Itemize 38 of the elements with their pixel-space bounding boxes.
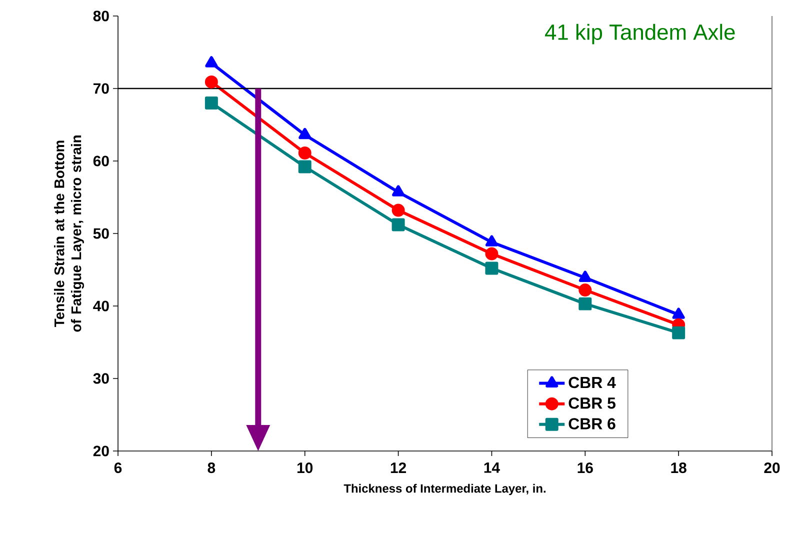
point — [392, 204, 405, 217]
x-axis-title: Thickness of Intermediate Layer, in. — [344, 484, 546, 496]
point — [672, 308, 685, 319]
point — [204, 96, 218, 110]
y-tick-label: 80 — [93, 10, 109, 22]
y-tick-label: 20 — [93, 446, 109, 456]
x-tick-label: 8 — [208, 462, 216, 474]
legend-label: CBR 6 — [568, 418, 616, 430]
point — [392, 185, 405, 196]
point — [392, 218, 405, 232]
chart-title: 41 kip Tandem Axle — [545, 24, 735, 44]
point — [298, 146, 312, 160]
y-tick-label: 70 — [94, 83, 109, 94]
point — [485, 247, 498, 260]
point — [578, 270, 592, 282]
x-tick-label: 10 — [297, 462, 313, 474]
y-tick-label: 50 — [93, 228, 109, 239]
point — [485, 235, 498, 246]
point — [298, 160, 312, 174]
y-tick-label: 60 — [93, 156, 109, 166]
point — [578, 297, 592, 310]
x-tick-label: 14 — [484, 462, 500, 473]
x-tick-label: 20 — [764, 462, 780, 474]
x-tick-label: 12 — [390, 462, 406, 473]
x-tick-label: 18 — [671, 462, 686, 474]
y-axis-title: Tensile Strain at the Bottom of Fatigue Layer, micro strain — [54, 136, 84, 332]
legend-label: CBR 4 — [568, 376, 616, 388]
point — [298, 128, 312, 140]
legend-label: CBR 5 — [568, 398, 616, 409]
point — [204, 75, 218, 88]
point — [578, 284, 592, 297]
point — [672, 326, 686, 340]
y-tick-label: 40 — [93, 300, 109, 312]
point — [485, 262, 498, 275]
point — [205, 56, 218, 68]
x-tick-label: 16 — [578, 462, 593, 474]
x-tick-label: 6 — [114, 462, 122, 474]
y-tick-label: 30 — [93, 373, 109, 384]
